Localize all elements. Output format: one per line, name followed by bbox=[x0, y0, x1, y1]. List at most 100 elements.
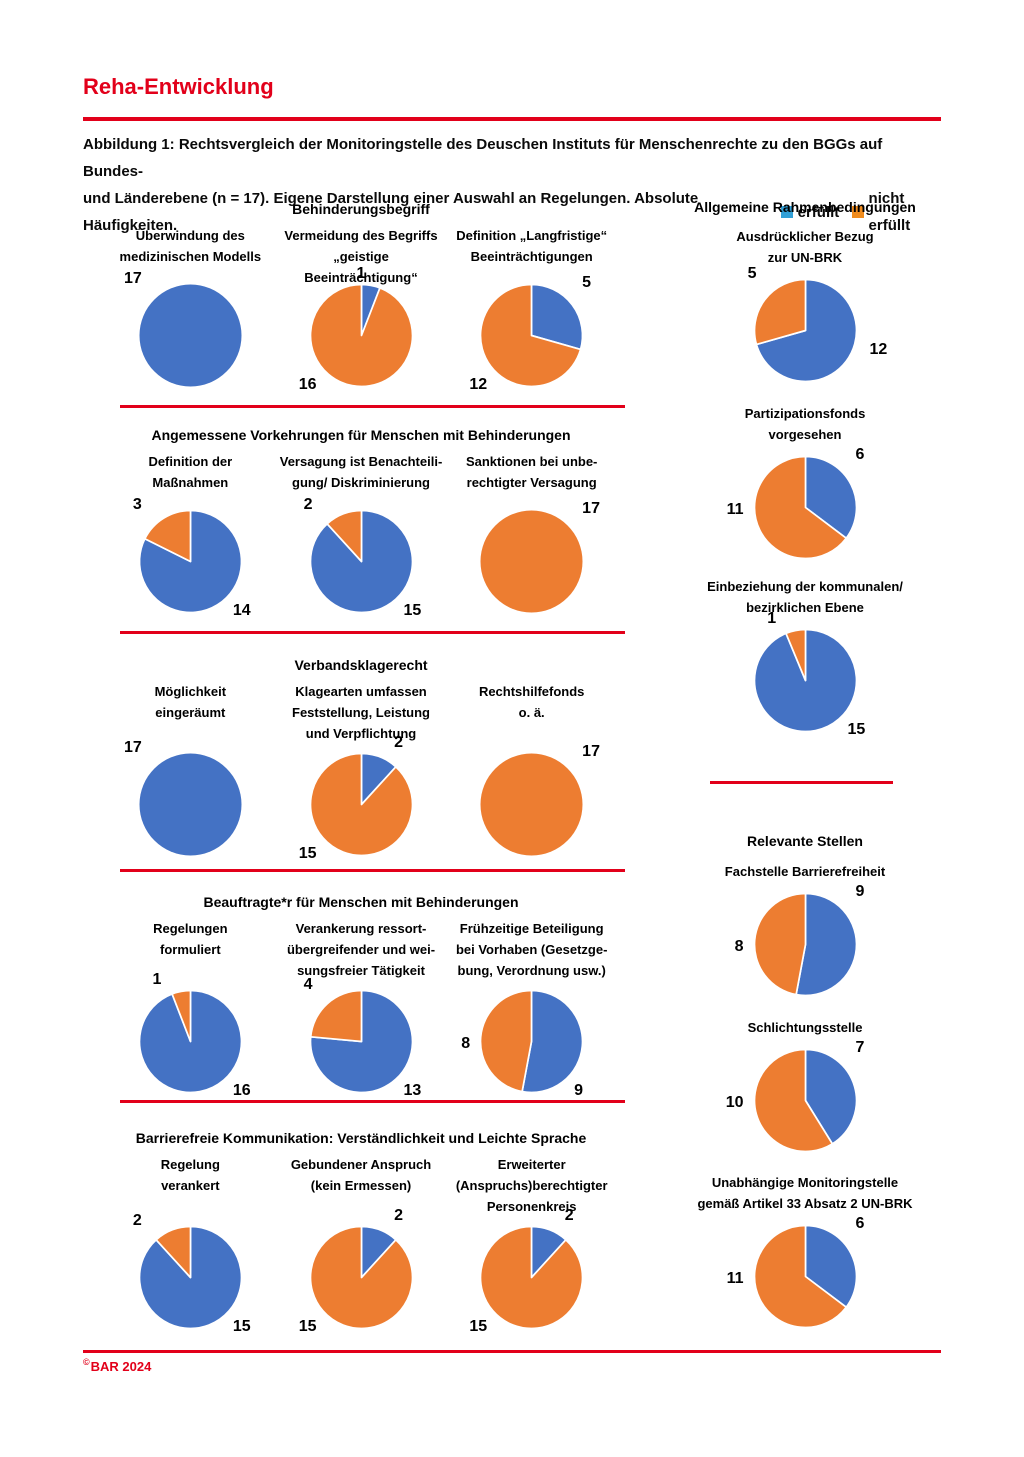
chart-group-header: Beauftragte*r für Menschen mit Behinderu… bbox=[203, 894, 519, 910]
caption-line-2: und Länderebene (n = 17). Eigene Darstel… bbox=[83, 185, 945, 239]
chart-label-line: und Verpflichtung bbox=[305, 726, 417, 741]
chart-label-line: (kein Ermessen) bbox=[310, 1178, 412, 1193]
pie-value-erfuellt: 1 bbox=[356, 265, 366, 282]
pie-slice-erfuellt bbox=[530, 283, 584, 351]
pie-slice-nicht_erfuellt bbox=[480, 753, 583, 856]
pie-chart bbox=[479, 989, 584, 1094]
caption-line-1: Abbildung 1: Rechtsvergleich der Monitor… bbox=[83, 136, 883, 180]
chart-label-line: bung, Verordnung usw.) bbox=[457, 963, 606, 978]
pie: 13 4 bbox=[304, 976, 422, 1099]
pie-slice-nicht_erfuellt bbox=[325, 509, 362, 563]
chart-label-line: Klagearten umfassen bbox=[295, 684, 427, 699]
pie-chart bbox=[480, 510, 583, 613]
pie-value-erfuellt: 2 bbox=[394, 734, 403, 751]
chart-label: Gebundener Anspruch (kein Ermessen) bbox=[291, 1154, 431, 1217]
pie-value-erfuellt: 2 bbox=[394, 1207, 403, 1224]
right-chart-slot: Ausdrücklicher Bezug zur UN-BRK 12 5 bbox=[660, 226, 950, 383]
chart-label-line: „geistige Beeinträchtigung“ bbox=[304, 249, 418, 285]
pie-chart-cell: Fachstelle Barrierefreiheit 9 8 bbox=[660, 861, 950, 997]
pie-chart bbox=[753, 1048, 857, 1153]
chart-label-line: Ausdrücklicher Bezug bbox=[736, 229, 874, 244]
chart-label-line: übergreifender und wei- bbox=[286, 942, 436, 957]
chart-group-header: Barrierefreie Kommunikation: Verständlic… bbox=[135, 1130, 587, 1146]
chart-row: Definition der Maßnahmen 14 3 Versagung ist … bbox=[105, 451, 617, 619]
chart-label: Unabhängige Monitoringstelle gemäß Artike… bbox=[697, 1172, 912, 1214]
pie-value-erfuellt: 6 bbox=[855, 446, 865, 463]
pie-chart bbox=[138, 509, 243, 614]
legend-label-erfuellt: erfüllt bbox=[797, 203, 840, 221]
chart-label-line: bei Vorhaben (Gesetzge- bbox=[455, 942, 608, 957]
pie-chart bbox=[309, 1225, 413, 1330]
pie-value-nicht_erfuellt: 11 bbox=[726, 501, 744, 519]
pie-slice-nicht_erfuellt bbox=[479, 989, 533, 1093]
pie-value-nicht_erfuellt: 16 bbox=[298, 376, 317, 393]
pie-value-nicht_erfuellt: 1 bbox=[152, 971, 162, 988]
pie-chart bbox=[479, 1225, 584, 1330]
chart-label: Überwindung des medizinischen Modells bbox=[120, 225, 262, 267]
chart-label-line: Verankerung ressort- bbox=[295, 921, 427, 936]
right-section-header: Allgemeine Rahmenbedingungen bbox=[694, 199, 916, 215]
pie-slice-nicht_erfuellt bbox=[479, 283, 582, 388]
chart-row: Regelungen formuliert 16 1 Verankerung resso… bbox=[105, 918, 617, 1099]
pie-chart-cell: Definition „Langfristige“ Beeinträchtigun… bbox=[446, 225, 617, 393]
pie-chart bbox=[753, 892, 857, 997]
pie-chart bbox=[309, 509, 413, 614]
chart-label-line: zur UN-BRK bbox=[767, 250, 843, 265]
pie-chart-cell: Definition der Maßnahmen 14 3 bbox=[105, 451, 276, 619]
chart-label: Ausdrücklicher Bezug zur UN-BRK bbox=[736, 226, 873, 268]
pie-chart bbox=[753, 628, 857, 733]
chart-label-line: medizinischen Modells bbox=[119, 249, 262, 264]
pie-value-erfuellt: 7 bbox=[855, 1039, 865, 1056]
chart-label-line: Gebundener Anspruch bbox=[290, 1157, 432, 1172]
chart-row: Regelung verankert 15 2 Gebundener Anspruch (… bbox=[105, 1154, 617, 1335]
pie-slice-erfuellt bbox=[804, 1224, 857, 1309]
chart-label-line: Fachstelle Barrierefreiheit bbox=[724, 864, 886, 879]
caption-line-2-text: und Länderebene (n = 17). Eigene Darstel… bbox=[83, 190, 699, 234]
chart-label-line: bezirklichen Ebene bbox=[746, 600, 864, 615]
chart-group-header: Angemessene Vorkehrungen für Menschen mi… bbox=[151, 427, 571, 443]
pie-value-nicht_erfuellt: 15 bbox=[298, 845, 317, 862]
pie: 17 bbox=[479, 500, 600, 614]
pie: 17 bbox=[479, 743, 600, 857]
chart-label-line: Schlichtungsstelle bbox=[747, 1020, 863, 1035]
chart-label-line: Personenkreis bbox=[486, 1199, 577, 1214]
pie-value-nicht_erfuellt: 5 bbox=[747, 265, 757, 282]
figure-caption: Abbildung 1: Rechtsvergleich der Monitor… bbox=[83, 131, 945, 239]
pie-value-nicht_erfuellt: 2 bbox=[132, 1212, 142, 1229]
chart-label-line: Maßnahmen bbox=[152, 475, 229, 490]
pie-chart-cell: Regelung verankert 15 2 bbox=[105, 1154, 276, 1335]
pie-value-erfuellt: 15 bbox=[847, 721, 866, 738]
pie: 5 12 bbox=[469, 274, 591, 393]
chart-label: Fachstelle Barrierefreiheit bbox=[725, 861, 885, 882]
pie-chart-cell: Gebundener Anspruch (kein Ermessen) 2 15 bbox=[276, 1154, 447, 1335]
pie-chart bbox=[753, 455, 857, 560]
pie-chart bbox=[479, 283, 584, 388]
pie: 2 15 bbox=[299, 1207, 414, 1335]
pie-value-nicht_erfuellt: 12 bbox=[469, 376, 488, 393]
chart-label: Sanktionen bei unbe-rechtigter Versagung bbox=[466, 451, 597, 493]
chart-label-line: Überwindung des bbox=[135, 228, 245, 243]
right-section-header: Relevante Stellen bbox=[747, 833, 863, 849]
chart-label-line: gemäß Artikel 33 Absatz 2 UN-BRK bbox=[697, 1196, 913, 1211]
chart-group: Verbandsklagerecht Möglichkeit eingeräumt 1… bbox=[105, 655, 617, 862]
pie-value-erfuellt: 15 bbox=[403, 602, 422, 619]
chart-label-line: Feststellung, Leistung bbox=[292, 705, 430, 720]
pie-value-erfuellt: 5 bbox=[582, 274, 592, 291]
pie-slice-nicht_erfuellt bbox=[309, 1225, 413, 1330]
pie-slice-erfuellt bbox=[309, 989, 413, 1094]
chart-group: Barrierefreie Kommunikation: Verständlic… bbox=[105, 1128, 617, 1335]
chart-label-line: Erweiterter bbox=[497, 1157, 566, 1172]
chart-label-line: Möglichkeit bbox=[154, 684, 227, 699]
chart-group: Angemessene Vorkehrungen für Menschen mi… bbox=[105, 425, 617, 619]
pie-chart-cell: Klagearten umfassen Feststellung, Leistun… bbox=[276, 681, 447, 862]
pie-chart bbox=[309, 283, 413, 388]
chart-label-line: Frühzeitige Beteiligung bbox=[459, 921, 604, 936]
chart-label-line: o. ä. bbox=[518, 705, 545, 720]
pie-chart-cell: Überwindung des medizinischen Modells 17 bbox=[105, 225, 276, 388]
legend-item-nicht-erfuellt: nicht erfüllt bbox=[852, 185, 945, 239]
pie-slice-nicht_erfuellt bbox=[753, 455, 847, 560]
pie-slice-nicht_erfuellt bbox=[155, 1225, 192, 1279]
pie-slice-nicht_erfuellt bbox=[171, 989, 192, 1043]
pie-value-nicht_erfuellt: 17 bbox=[582, 500, 600, 517]
chart-label-line: Unabhängige Monitoringstelle bbox=[711, 1175, 899, 1190]
